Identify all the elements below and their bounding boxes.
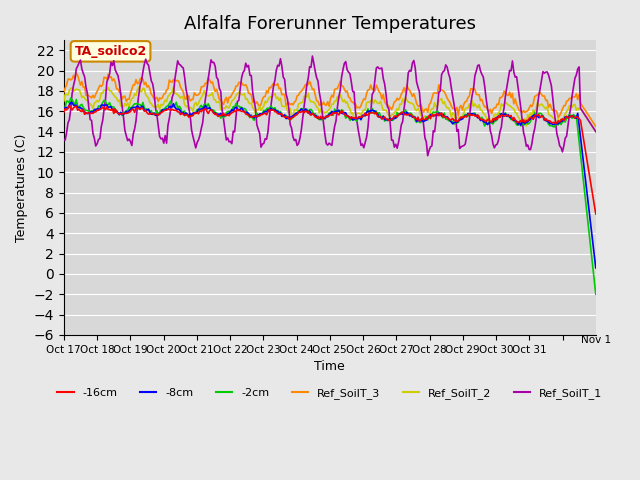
Y-axis label: Temperatures (C): Temperatures (C) [15, 133, 28, 242]
-16cm [79, 107, 87, 112]
-8cm [592, 265, 600, 271]
X-axis label: Time: Time [314, 360, 345, 373]
Line: Ref_SoilT_2: Ref_SoilT_2 [64, 87, 596, 132]
Legend: -16cm, -8cm, -2cm, Ref_SoilT_3, Ref_SoilT_2, Ref_SoilT_1: -16cm, -8cm, -2cm, Ref_SoilT_3, Ref_Soil… [52, 384, 607, 403]
Ref_SoilT_1 [591, 127, 598, 132]
Line: Ref_SoilT_1: Ref_SoilT_1 [64, 56, 596, 156]
Ref_SoilT_2 [592, 129, 600, 134]
Ref_SoilT_1 [521, 135, 529, 141]
-2cm [335, 108, 342, 114]
Ref_SoilT_3 [72, 70, 80, 76]
Ref_SoilT_3 [589, 120, 597, 125]
-8cm [67, 100, 75, 106]
-8cm [335, 107, 342, 113]
Ref_SoilT_1 [78, 66, 86, 72]
Ref_SoilT_3 [592, 124, 600, 130]
-2cm [79, 104, 87, 110]
-16cm [589, 194, 597, 200]
Line: -8cm: -8cm [64, 103, 596, 268]
Text: TA_soilco2: TA_soilco2 [74, 45, 147, 58]
Ref_SoilT_3 [60, 89, 68, 95]
-8cm [79, 108, 87, 114]
-2cm [520, 122, 527, 128]
-8cm [60, 105, 68, 110]
-2cm [589, 266, 597, 272]
-8cm [520, 119, 527, 125]
Ref_SoilT_1 [442, 62, 449, 68]
-16cm [520, 117, 527, 123]
Ref_SoilT_3 [96, 83, 104, 88]
Ref_SoilT_1 [60, 137, 68, 143]
-8cm [96, 107, 104, 112]
Ref_SoilT_2 [589, 124, 597, 130]
-16cm [592, 211, 600, 217]
Line: Ref_SoilT_3: Ref_SoilT_3 [64, 73, 596, 127]
Ref_SoilT_2 [335, 97, 342, 103]
Ref_SoilT_1 [424, 153, 431, 158]
Text: Nov 1: Nov 1 [580, 335, 611, 345]
-8cm [589, 241, 597, 247]
-16cm [96, 106, 104, 112]
-2cm [440, 110, 448, 116]
Ref_SoilT_2 [78, 95, 86, 100]
Ref_SoilT_1 [95, 137, 102, 143]
Ref_SoilT_1 [592, 129, 600, 134]
-8cm [440, 114, 448, 120]
Ref_SoilT_3 [440, 89, 448, 95]
Ref_SoilT_3 [520, 108, 527, 114]
-16cm [65, 103, 73, 108]
Title: Alfalfa Forerunner Temperatures: Alfalfa Forerunner Temperatures [184, 15, 476, 33]
Line: -16cm: -16cm [64, 106, 596, 214]
-16cm [335, 112, 342, 118]
-2cm [67, 95, 75, 101]
Ref_SoilT_3 [335, 82, 342, 88]
-16cm [60, 109, 68, 115]
-2cm [592, 291, 600, 297]
Ref_SoilT_3 [79, 84, 87, 90]
-16cm [440, 113, 448, 119]
Ref_SoilT_2 [60, 98, 68, 104]
Ref_SoilT_2 [95, 99, 102, 105]
Ref_SoilT_1 [335, 94, 342, 100]
-2cm [96, 103, 104, 109]
Ref_SoilT_2 [440, 99, 448, 105]
Ref_SoilT_2 [520, 118, 527, 123]
Ref_SoilT_2 [135, 84, 143, 90]
-2cm [60, 104, 68, 110]
Line: -2cm: -2cm [64, 98, 596, 294]
Ref_SoilT_1 [308, 53, 316, 59]
